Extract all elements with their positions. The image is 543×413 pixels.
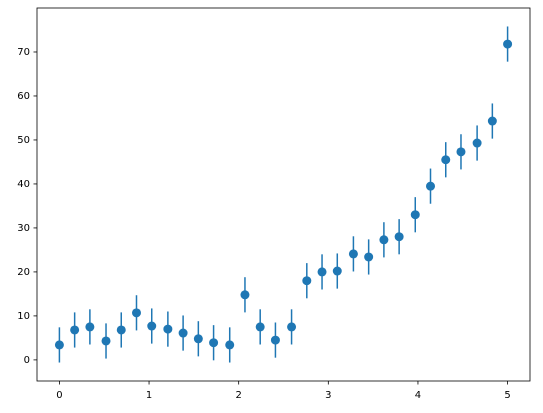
point [317, 267, 327, 277]
x-tick-label: 4 [415, 390, 421, 401]
y-tick-label: 10 [17, 311, 30, 322]
point [287, 322, 297, 332]
point [364, 252, 374, 262]
point [379, 235, 389, 245]
point [85, 322, 95, 332]
point [487, 116, 497, 126]
point [178, 328, 188, 338]
point [70, 325, 80, 335]
point [426, 181, 436, 191]
point [270, 335, 280, 345]
x-tick-label: 0 [56, 390, 62, 401]
point [131, 308, 141, 318]
y-tick-label: 30 [17, 223, 30, 234]
y-tick-label: 50 [17, 135, 30, 146]
point [193, 334, 203, 344]
point [101, 336, 111, 346]
y-tick-label: 60 [17, 91, 30, 102]
point [240, 290, 250, 300]
point [163, 324, 173, 334]
y-tick-label: 70 [17, 47, 30, 58]
point [209, 338, 219, 348]
y-tick-label: 40 [17, 179, 30, 190]
point [503, 39, 513, 49]
y-tick-label: 20 [17, 267, 30, 278]
point [410, 210, 420, 220]
point [147, 321, 157, 331]
point [116, 325, 126, 335]
x-tick-label: 2 [235, 390, 241, 401]
x-tick-label: 1 [146, 390, 152, 401]
plot-frame [36, 7, 531, 382]
point [332, 266, 342, 276]
point [225, 340, 235, 350]
point [348, 249, 358, 259]
point [302, 276, 312, 286]
point [255, 322, 265, 332]
point [456, 147, 466, 157]
point [472, 138, 482, 148]
point [54, 340, 64, 350]
x-tick-label: 3 [325, 390, 331, 401]
point [441, 155, 451, 165]
y-tick-label: 0 [24, 355, 30, 366]
point [394, 232, 404, 242]
x-tick-label: 5 [504, 390, 510, 401]
